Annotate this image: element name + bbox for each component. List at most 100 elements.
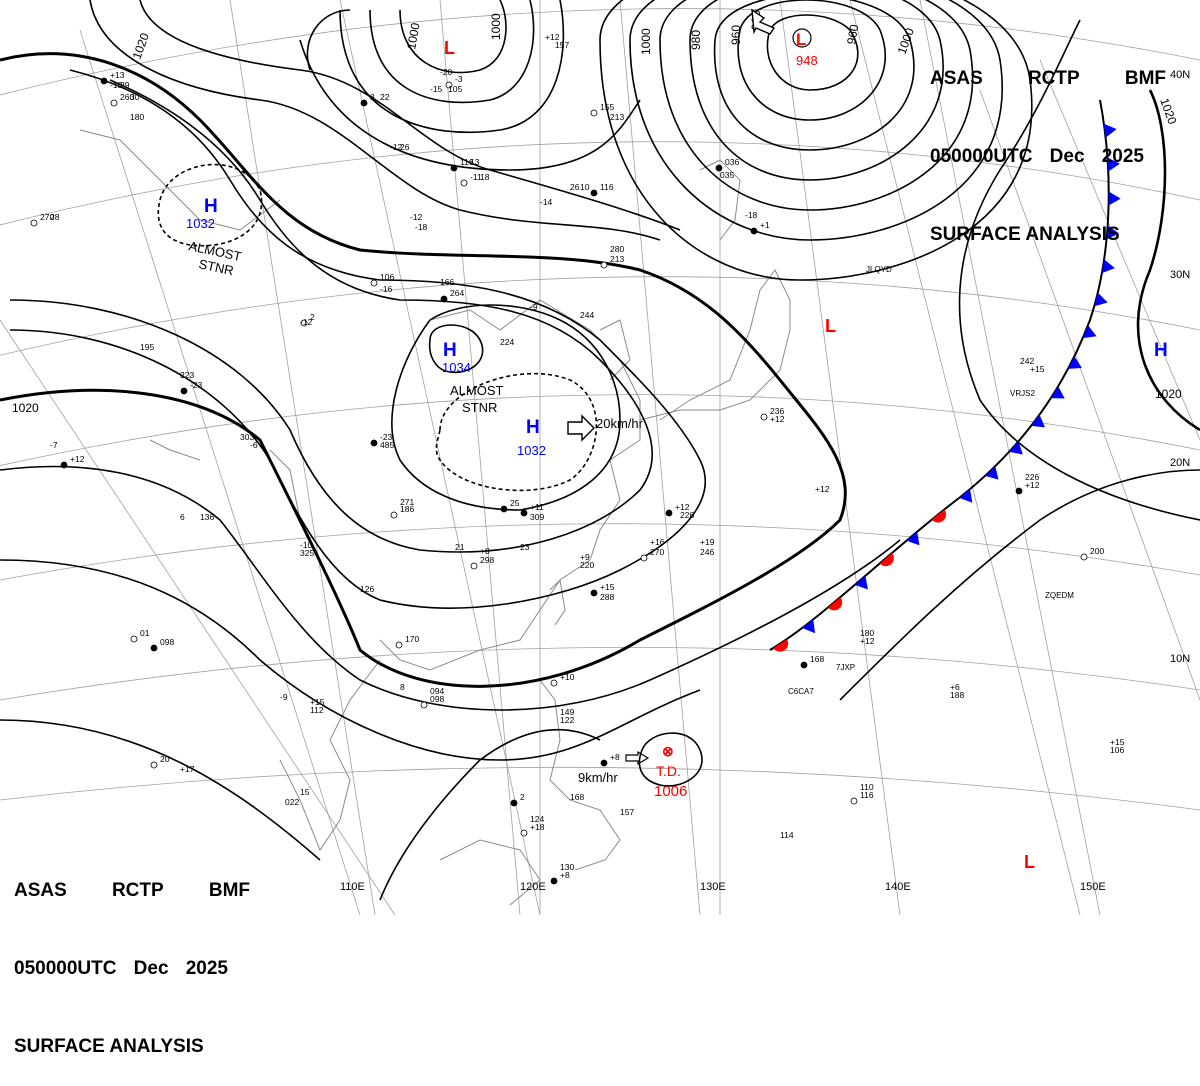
isobar-high-1034 xyxy=(428,324,484,374)
station-value: 26 xyxy=(570,182,580,192)
td-symbol: ⊗ xyxy=(662,743,674,759)
coastlines xyxy=(79,129,791,906)
station-value: -23 xyxy=(190,380,203,390)
low-pressure-value: 948 xyxy=(796,53,818,68)
station-value: 10 xyxy=(580,182,590,192)
isobar xyxy=(339,0,565,133)
meridian-line xyxy=(439,0,521,916)
station-circle-icon xyxy=(550,877,558,885)
header-line-1: ASAS RCTP BMF xyxy=(930,66,1166,92)
isobar-low xyxy=(689,0,944,181)
cold-front-triangle xyxy=(1106,225,1120,240)
lat-label: 10N xyxy=(1170,653,1190,665)
isobar xyxy=(0,559,701,761)
station-value: 098 xyxy=(160,637,174,647)
isobar-label: 1020 xyxy=(1155,387,1182,401)
parallel-line xyxy=(0,276,1200,356)
river-feature xyxy=(149,439,201,461)
high-pressure-value: 1032 xyxy=(517,443,546,458)
station-circle-icon xyxy=(520,509,528,517)
parallel-line xyxy=(0,646,1200,701)
station-value: 2 xyxy=(520,792,525,802)
cold-front-triangle xyxy=(985,466,999,480)
cold-front-triangle xyxy=(802,619,816,634)
station-circle-icon xyxy=(640,554,648,562)
station-value: 188 xyxy=(950,690,964,700)
station-value: 28 xyxy=(50,212,60,222)
isobar-label: 1020 xyxy=(12,401,39,415)
parallel-line xyxy=(0,8,1200,96)
station-value: +19 xyxy=(700,537,715,547)
station-value: 26 xyxy=(400,142,410,152)
station-value: +12 xyxy=(1025,480,1040,490)
station-value: 170 xyxy=(405,634,419,644)
meridian-line xyxy=(779,0,901,916)
high-pressure-value: 1034 xyxy=(442,360,471,375)
coastline-korea xyxy=(599,319,631,381)
station-circle-icon xyxy=(760,413,768,421)
ship-id: VRJS2 xyxy=(1010,389,1035,398)
station-value: 035 xyxy=(720,170,734,180)
coastline-philippines xyxy=(539,679,621,871)
station-value: 13 xyxy=(470,157,480,167)
station-value: 242 xyxy=(1020,356,1034,366)
station-value: +12 xyxy=(675,502,690,512)
station-value: 136 xyxy=(200,512,214,522)
station-value: +9 xyxy=(580,552,590,562)
station-value: 236 xyxy=(770,406,784,416)
station-value: +16 xyxy=(650,537,665,547)
high-symbol: H xyxy=(1154,340,1168,361)
station-value: 149 xyxy=(560,707,574,717)
isobar xyxy=(369,0,535,104)
coastline-kamchatka xyxy=(699,159,741,241)
tropical-depression: ⊗ T.D. 1006 9km/hr xyxy=(578,743,687,800)
station-value: -12 xyxy=(410,212,423,222)
station-value: 116 xyxy=(860,790,874,800)
isobar-1020-east xyxy=(1136,89,1200,432)
center-note: STNR xyxy=(462,400,497,415)
warm-front-semicircle xyxy=(879,552,894,567)
high-symbol: H xyxy=(204,196,218,217)
station-value: 155 xyxy=(600,102,614,112)
station-circle-icon xyxy=(470,562,478,570)
station-circle-icon xyxy=(1080,553,1088,561)
ship-id: C6CA7 xyxy=(788,687,814,696)
station-circle-icon xyxy=(510,799,518,807)
lon-label: 130E xyxy=(700,881,726,893)
station-value: 114 xyxy=(780,830,794,840)
station-value: 130 xyxy=(560,862,574,872)
station-circle-icon xyxy=(1015,487,1023,495)
fronts xyxy=(769,99,1121,652)
station-value: +8 xyxy=(480,546,490,556)
header-month: Dec xyxy=(1049,146,1085,167)
front-marks xyxy=(773,123,1121,652)
station-value: -12 xyxy=(300,317,313,327)
station-circle-icon xyxy=(370,279,378,287)
isobar xyxy=(0,465,901,711)
high-motion: 20km/hr xyxy=(567,414,644,442)
cold-front-triangle xyxy=(1094,292,1108,307)
cold-front-triangle xyxy=(1009,441,1023,455)
station-value: +12 xyxy=(770,414,785,424)
station-value: 098 xyxy=(430,694,444,704)
ship-id: 7JXP xyxy=(836,663,855,672)
station-circle-icon xyxy=(600,759,608,767)
station-value: 168 xyxy=(570,792,584,802)
station-circle-icon xyxy=(360,99,368,107)
station-value: -18 xyxy=(415,222,428,232)
isobar-low xyxy=(737,0,886,121)
isobar xyxy=(839,469,1200,701)
isobar xyxy=(0,719,321,861)
station-circle-icon xyxy=(130,635,138,643)
station-value: 116 xyxy=(600,182,614,192)
motion-label: 20km/hr xyxy=(596,416,644,431)
station-circle-icon xyxy=(590,109,598,117)
station-value: 106 xyxy=(1110,745,1124,755)
station-value: 226 xyxy=(1025,472,1039,482)
station-value: 116 xyxy=(460,157,474,167)
ship-ids: JLQYD VRJS2 ZQEDM C6CA7 7JXP xyxy=(788,265,1074,696)
station-value: -14 xyxy=(540,197,553,207)
station-value: +15 xyxy=(1110,737,1125,747)
meridian-line xyxy=(1039,59,1200,441)
